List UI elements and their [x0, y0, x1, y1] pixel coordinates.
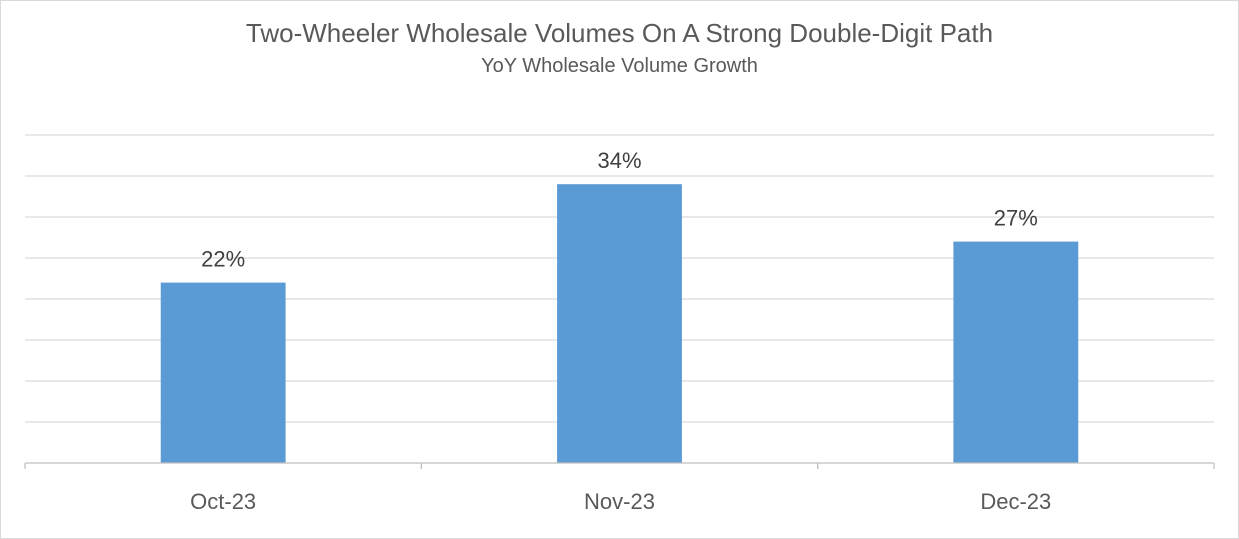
x-axis: Oct-23 Nov-23 Dec-23	[24, 462, 1215, 514]
data-label: 27%	[994, 206, 1038, 231]
chart-title: Two-Wheeler Wholesale Volumes On A Stron…	[245, 18, 994, 48]
data-label: 22%	[201, 247, 245, 272]
chart-subtitle: YoY Wholesale Volume Growth	[481, 55, 758, 77]
bars: 22% 34% 27%	[160, 148, 1079, 463]
bar-dec-23	[953, 241, 1079, 463]
data-label: 34%	[597, 148, 641, 173]
bar-oct-23	[160, 282, 286, 463]
x-tick-label: Nov-23	[584, 489, 655, 514]
x-tick-label: Oct-23	[190, 489, 256, 514]
bar-nov-23	[557, 184, 682, 463]
x-tick-label: Dec-23	[980, 489, 1051, 514]
